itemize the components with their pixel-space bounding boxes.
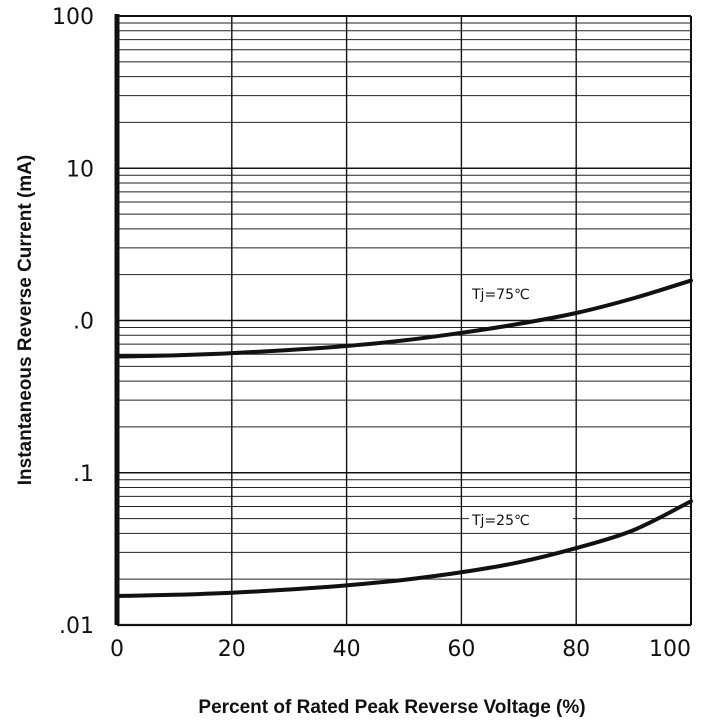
series-line-tj25	[115, 499, 693, 599]
x-tick-label: 20	[218, 637, 246, 662]
y-tick-label: .1	[73, 462, 94, 487]
x-tick-label: 80	[562, 637, 590, 662]
series-label-tj75: Tj=75℃	[471, 287, 530, 303]
y-tick-label: 10	[66, 157, 94, 182]
series-label-bg	[469, 510, 573, 530]
series-layer	[115, 278, 693, 599]
y-tick-label: 100	[52, 5, 94, 30]
x-tick-label: 0	[110, 637, 124, 662]
labels: Tj=75℃ Tj=25℃	[469, 284, 573, 530]
series-label-tj25: Tj=25℃	[471, 513, 530, 529]
series-label-bg	[469, 284, 573, 304]
x-axis-title: Percent of Rated Peak Reverse Voltage (%…	[198, 697, 585, 718]
series-line-tj75	[115, 278, 693, 359]
y-axis-title: Instantaneous Reverse Current (mA)	[15, 155, 36, 485]
tick-labels: .01 .1 .0 10 100 0 20 40 60 80 100	[52, 5, 691, 662]
y-tick-label: .01	[59, 614, 94, 639]
x-tick-label: 60	[447, 637, 475, 662]
y-tick-label: .0	[73, 310, 94, 335]
x-tick-label: 40	[333, 637, 361, 662]
x-tick-label: 100	[649, 637, 691, 662]
plot-frame	[114, 14, 692, 627]
grid-minor	[117, 22, 691, 580]
